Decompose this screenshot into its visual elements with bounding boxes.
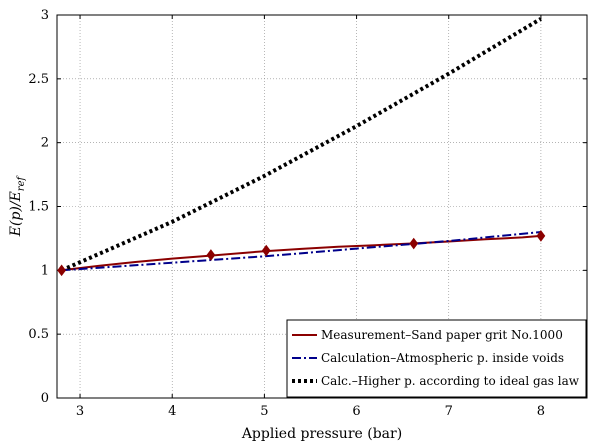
ticks: 3 4 5 6 7 8 0 0.5 1 1.5 2 2.5 3 — [28, 8, 587, 419]
y-tick-label: 3 — [41, 8, 49, 23]
y-tick-label: 2 — [41, 136, 49, 151]
x-tick-label: 6 — [352, 404, 360, 419]
data-point-marker — [57, 264, 66, 277]
series-line-3 — [60, 17, 542, 273]
markers-group — [57, 230, 546, 277]
y-tick-label: 2.5 — [28, 72, 49, 87]
data-point-marker — [206, 249, 216, 261]
data-point-marker — [409, 237, 419, 250]
legend-box — [286, 319, 587, 398]
legend: Measurement–Sand paper grit No.1000 Calcu… — [286, 319, 587, 398]
legend-label-3: Calc.–Higher p. according to ideal gas l… — [321, 374, 580, 388]
y-tick-label: 0 — [41, 391, 49, 406]
x-tick-label: 5 — [260, 404, 268, 419]
legend-label-2: Calculation–Atmospheric p. inside voids — [321, 351, 564, 365]
data-point-marker — [536, 230, 546, 242]
y-axis-label-sub: ref — [16, 174, 27, 191]
x-tick-label: 3 — [76, 404, 84, 419]
legend-items: Measurement–Sand paper grit No.1000 Calcu… — [292, 328, 580, 388]
y-axis-label-main: E(p)/E — [8, 191, 24, 237]
x-tick-label: 7 — [445, 404, 453, 419]
y-axis-label: E(p)/Eref — [8, 174, 27, 237]
y-tick-label: 0.5 — [28, 327, 49, 342]
legend-label-1: Measurement–Sand paper grit No.1000 — [321, 328, 563, 342]
x-tick-label: 8 — [537, 404, 545, 419]
y-tick-label: 1 — [41, 263, 49, 278]
data-point-marker — [261, 244, 271, 257]
y-tick-label: 1.5 — [28, 200, 49, 215]
series-line-2 — [61, 231, 541, 272]
series-group — [60, 17, 542, 273]
series-line-1 — [61, 234, 541, 272]
x-tick-label: 4 — [168, 404, 176, 419]
x-axis-label: Applied pressure (bar) — [241, 426, 402, 442]
